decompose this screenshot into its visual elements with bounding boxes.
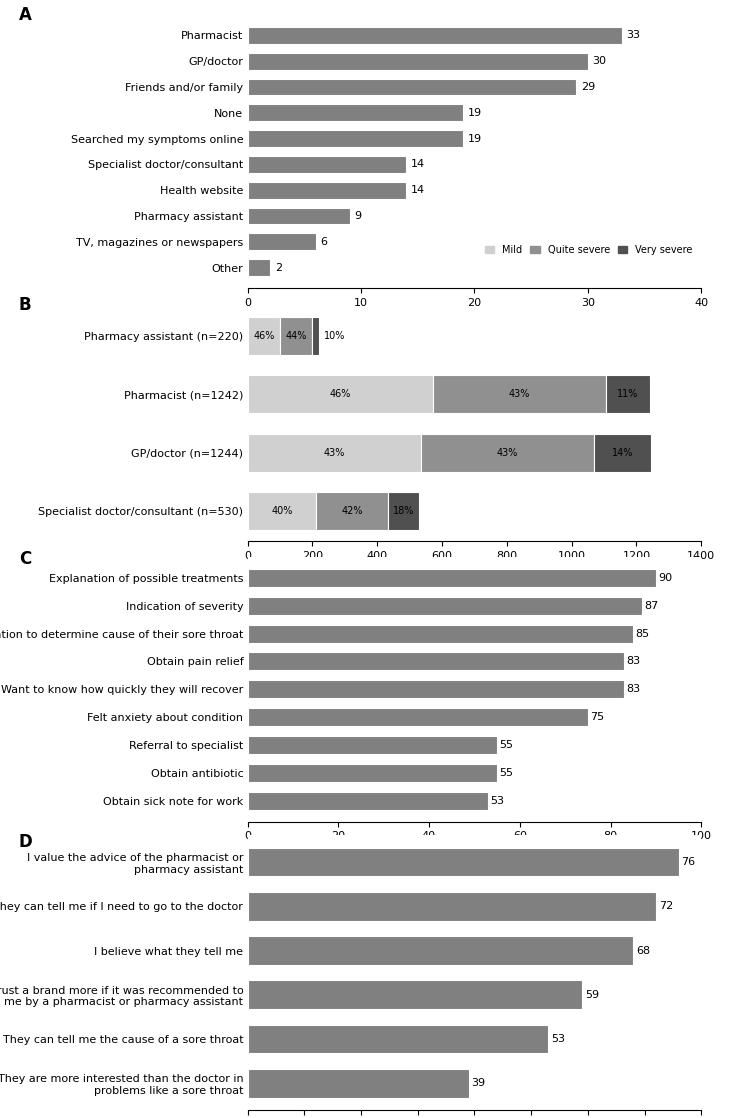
Bar: [248, 736, 497, 754]
Text: 46%: 46%: [329, 389, 351, 399]
Bar: [248, 492, 316, 530]
Text: 83: 83: [626, 684, 640, 694]
Bar: [248, 1069, 469, 1098]
Bar: [312, 318, 319, 356]
Text: 68: 68: [636, 946, 650, 956]
Text: 85: 85: [635, 628, 650, 638]
Text: 11%: 11%: [617, 389, 639, 399]
Bar: [248, 652, 624, 671]
Text: 44%: 44%: [285, 331, 307, 341]
Text: 55: 55: [500, 740, 513, 750]
Bar: [248, 847, 679, 877]
Bar: [433, 376, 606, 414]
Bar: [248, 764, 497, 781]
Text: 43%: 43%: [323, 448, 345, 458]
Text: 53: 53: [551, 1034, 565, 1044]
Legend: Mild, Quite severe, Very severe: Mild, Quite severe, Very severe: [481, 240, 697, 258]
Text: 72: 72: [658, 901, 673, 911]
Bar: [388, 492, 419, 530]
Bar: [248, 182, 406, 199]
Text: 9: 9: [354, 211, 362, 221]
Bar: [248, 434, 421, 472]
Bar: [248, 259, 270, 276]
Bar: [248, 625, 633, 643]
Text: 40%: 40%: [272, 506, 292, 517]
Text: 18%: 18%: [393, 506, 415, 517]
Text: C: C: [19, 550, 31, 568]
Bar: [248, 157, 406, 173]
Text: 83: 83: [626, 656, 640, 666]
Bar: [248, 569, 656, 587]
Bar: [248, 53, 588, 69]
Bar: [248, 1025, 548, 1053]
Bar: [248, 130, 463, 146]
X-axis label: Responses (%): Responses (%): [433, 314, 515, 324]
Text: 6: 6: [320, 237, 327, 247]
Bar: [248, 892, 656, 920]
Bar: [421, 434, 594, 472]
Bar: [248, 708, 588, 727]
Text: 2: 2: [274, 263, 282, 273]
Bar: [248, 680, 624, 699]
Bar: [248, 376, 433, 414]
Text: 14: 14: [411, 160, 425, 170]
Text: 43%: 43%: [496, 448, 518, 458]
Text: 19: 19: [467, 107, 482, 117]
Text: 76: 76: [682, 858, 695, 868]
X-axis label: Responses (%): Responses (%): [433, 847, 515, 858]
X-axis label: Respondents (n): Respondents (n): [429, 567, 520, 577]
Text: 43%: 43%: [509, 389, 530, 399]
Text: A: A: [19, 6, 32, 23]
Bar: [606, 376, 650, 414]
Text: 59: 59: [585, 989, 599, 999]
Text: 46%: 46%: [254, 331, 274, 341]
Bar: [248, 597, 642, 615]
Text: 33: 33: [626, 30, 640, 40]
Text: 55: 55: [500, 768, 513, 778]
Bar: [248, 78, 577, 95]
Bar: [248, 936, 633, 965]
Bar: [280, 318, 312, 356]
Bar: [248, 104, 463, 121]
Text: 42%: 42%: [341, 506, 363, 517]
Bar: [248, 318, 280, 356]
Text: 30: 30: [592, 56, 606, 66]
Bar: [248, 208, 350, 225]
Text: 90: 90: [658, 572, 672, 582]
Bar: [594, 434, 651, 472]
Bar: [248, 792, 488, 809]
Bar: [248, 234, 316, 250]
Text: 14%: 14%: [612, 448, 633, 458]
Bar: [316, 492, 388, 530]
Bar: [248, 27, 622, 44]
Text: 29: 29: [581, 82, 596, 92]
Bar: [248, 980, 582, 1010]
Text: B: B: [19, 296, 32, 314]
Text: D: D: [19, 833, 32, 851]
Text: 19: 19: [467, 133, 482, 143]
Text: 87: 87: [644, 600, 658, 610]
Text: 75: 75: [590, 712, 604, 722]
Text: 14: 14: [411, 186, 425, 196]
Text: 39: 39: [472, 1078, 486, 1088]
Text: 10%: 10%: [324, 331, 345, 341]
Text: 53: 53: [490, 796, 504, 806]
